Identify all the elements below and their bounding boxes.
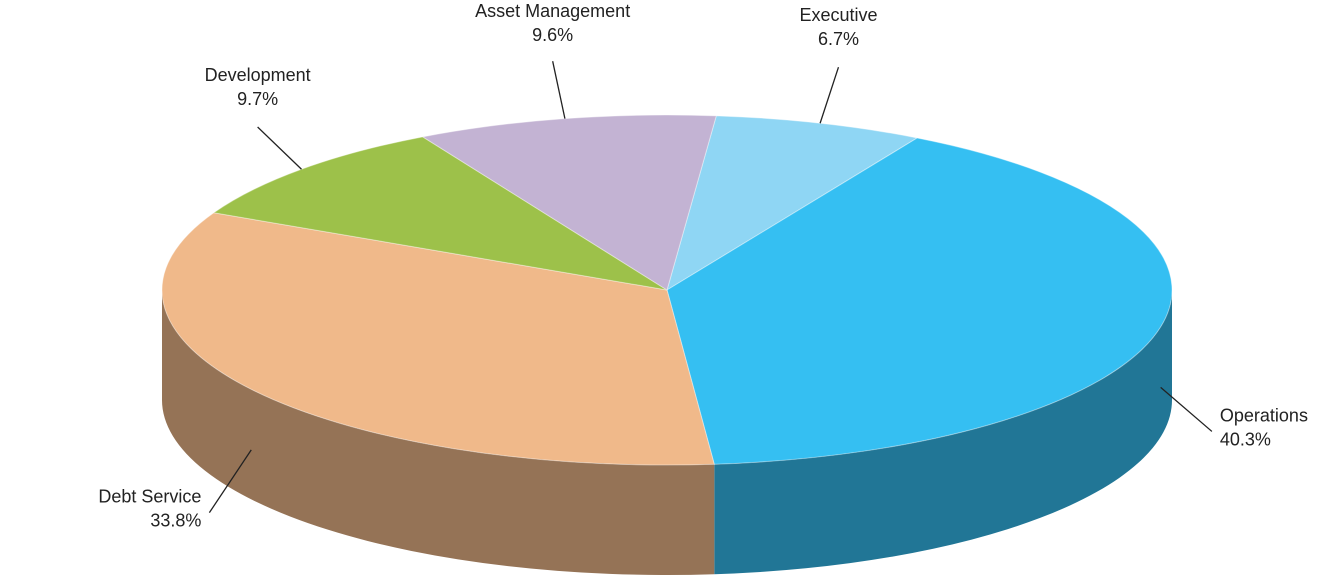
value-label: 33.8% [150, 511, 201, 531]
slice-side [162, 290, 715, 576]
category-label: Executive [799, 5, 877, 25]
slice [161, 212, 715, 466]
category-label: Finance &Asset Management [475, 0, 630, 21]
value-label: 9.7% [237, 89, 278, 109]
leader-line [552, 61, 566, 119]
value-label: 9.6% [532, 25, 573, 45]
slice [212, 136, 668, 291]
slice [666, 137, 1173, 465]
leader-line [257, 126, 302, 170]
value-label: 40.3% [1220, 429, 1271, 449]
label-line: Asset Management [475, 1, 630, 21]
leader-line [819, 67, 840, 124]
leader-line [1160, 386, 1213, 432]
leader-line [208, 449, 252, 514]
category-label: Operations [1220, 405, 1308, 425]
slice-side [714, 290, 1172, 575]
category-label: Development [205, 65, 311, 85]
value-label: 6.7% [818, 29, 859, 49]
category-label: Debt Service [98, 487, 201, 507]
slice [421, 114, 717, 291]
